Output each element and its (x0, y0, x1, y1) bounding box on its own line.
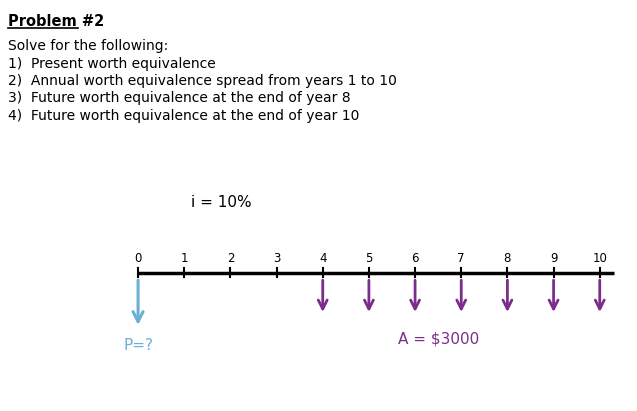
Text: Solve for the following:: Solve for the following: (8, 39, 168, 53)
Text: 4)  Future worth equivalence at the end of year 10: 4) Future worth equivalence at the end o… (8, 109, 359, 122)
Text: 2: 2 (227, 252, 234, 265)
Text: 1: 1 (180, 252, 188, 265)
Text: A = $3000: A = $3000 (397, 332, 479, 346)
Text: Problem #2: Problem #2 (8, 14, 104, 29)
Text: i = 10%: i = 10% (191, 195, 252, 210)
Text: 3: 3 (273, 252, 280, 265)
Text: 3)  Future worth equivalence at the end of year 8: 3) Future worth equivalence at the end o… (8, 91, 350, 105)
Text: 2)  Annual worth equivalence spread from years 1 to 10: 2) Annual worth equivalence spread from … (8, 74, 396, 88)
Text: 7: 7 (457, 252, 465, 265)
Text: 0: 0 (134, 252, 142, 265)
Text: 8: 8 (504, 252, 511, 265)
Text: P=?: P=? (123, 338, 153, 353)
Text: 9: 9 (550, 252, 557, 265)
Text: 10: 10 (592, 252, 607, 265)
Text: 1)  Present worth equivalence: 1) Present worth equivalence (8, 57, 215, 71)
Text: 4: 4 (319, 252, 327, 265)
Text: 5: 5 (365, 252, 373, 265)
Text: 6: 6 (412, 252, 419, 265)
